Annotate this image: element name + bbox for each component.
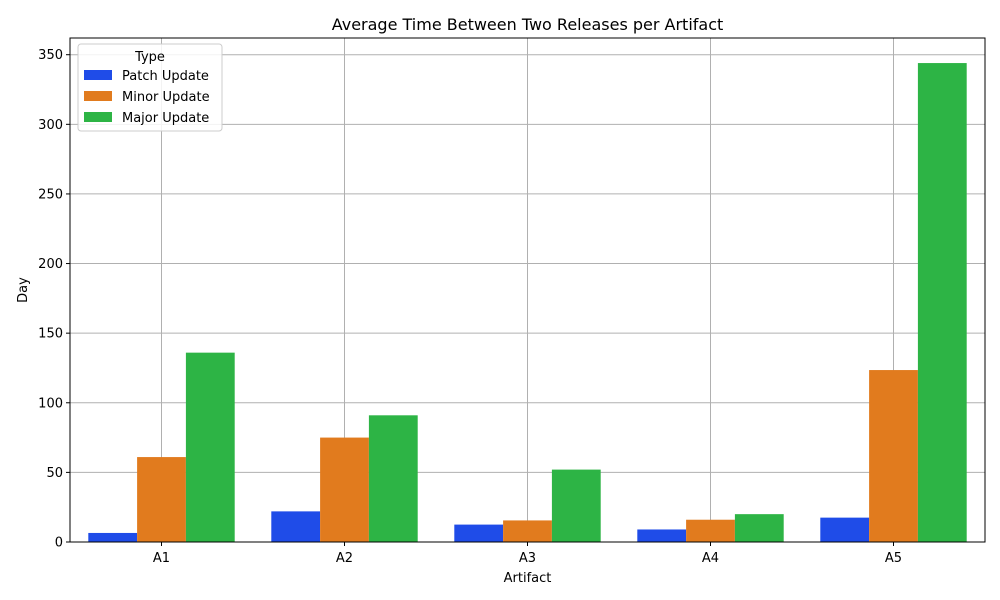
y-axis-label: Day [16,277,31,303]
x-axis-ticks: A1 A2 A3 A4 A5 [153,542,902,566]
bar-minor-update-a2 [320,437,369,542]
bar-major-update-a4 [734,514,784,542]
bars [88,63,967,543]
y-tick-label: 0 [55,536,63,551]
y-axis-ticks: 0 50 100 150 200 250 300 350 [38,48,70,551]
x-tick-label: A5 [885,551,902,566]
legend-label: Minor Update [122,90,210,105]
legend: Type Patch Update Minor Update Major Updat… [77,43,223,132]
bar-major-update-a5 [917,63,967,543]
y-tick-label: 350 [38,48,63,63]
y-tick-label: 150 [38,327,63,342]
y-tick-label: 50 [46,466,63,481]
legend-title: Type [134,50,165,65]
bar-minor-update-a1 [137,457,186,542]
x-tick-label: A1 [153,551,170,566]
legend-swatch [84,112,112,122]
legend-swatch [84,70,112,80]
bar-patch-update-a3 [454,524,504,542]
legend-label: Major Update [122,111,209,126]
bar-major-update-a1 [185,352,235,542]
legend-items: Patch Update Minor Update Major Update [84,69,210,126]
x-tick-label: A4 [702,551,719,566]
y-tick-label: 100 [38,396,63,411]
y-tick-label: 300 [38,118,63,133]
y-tick-label: 200 [38,257,63,272]
chart-title: Average Time Between Two Releases per Ar… [332,15,724,34]
bar-major-update-a2 [368,415,418,542]
legend-swatch [84,91,112,101]
bar-patch-update-a4 [637,529,687,542]
x-axis-label: Artifact [504,571,552,586]
legend-label: Patch Update [122,69,209,84]
bar-patch-update-a1 [88,532,138,542]
x-tick-label: A2 [336,551,353,566]
y-tick-label: 250 [38,187,63,202]
bar-major-update-a3 [551,469,601,542]
bar-patch-update-a2 [271,511,321,542]
bar-minor-update-a5 [869,370,918,542]
bar-minor-update-a3 [503,520,552,542]
bar-patch-update-a5 [820,517,870,542]
x-tick-label: A3 [519,551,536,566]
bar-minor-update-a4 [686,519,735,542]
legend-box [77,43,223,132]
